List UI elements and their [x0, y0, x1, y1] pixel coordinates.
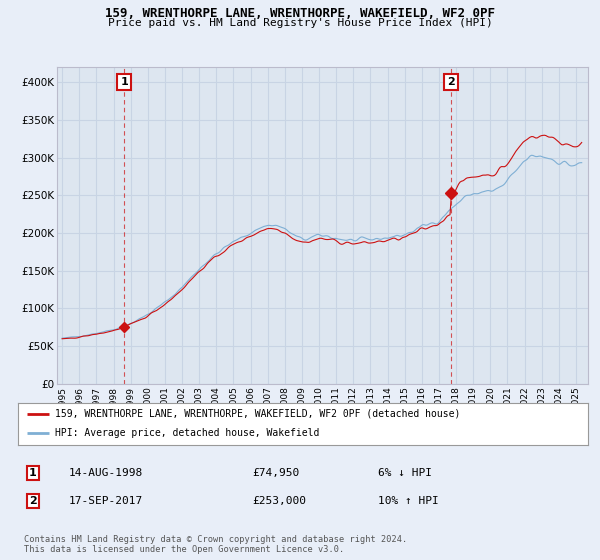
Text: Price paid vs. HM Land Registry's House Price Index (HPI): Price paid vs. HM Land Registry's House …	[107, 18, 493, 28]
Text: Contains HM Land Registry data © Crown copyright and database right 2024.
This d: Contains HM Land Registry data © Crown c…	[24, 535, 407, 554]
Text: 6% ↓ HPI: 6% ↓ HPI	[378, 468, 432, 478]
Text: 2: 2	[29, 496, 37, 506]
Text: 159, WRENTHORPE LANE, WRENTHORPE, WAKEFIELD, WF2 0PF (detached house): 159, WRENTHORPE LANE, WRENTHORPE, WAKEFI…	[55, 409, 460, 419]
Text: 1: 1	[120, 77, 128, 87]
Text: 159, WRENTHORPE LANE, WRENTHORPE, WAKEFIELD, WF2 0PF: 159, WRENTHORPE LANE, WRENTHORPE, WAKEFI…	[105, 7, 495, 20]
Text: £74,950: £74,950	[252, 468, 299, 478]
Text: 14-AUG-1998: 14-AUG-1998	[69, 468, 143, 478]
Text: 2: 2	[447, 77, 455, 87]
Text: £253,000: £253,000	[252, 496, 306, 506]
Text: 17-SEP-2017: 17-SEP-2017	[69, 496, 143, 506]
Text: 1: 1	[29, 468, 37, 478]
Text: 10% ↑ HPI: 10% ↑ HPI	[378, 496, 439, 506]
Text: HPI: Average price, detached house, Wakefield: HPI: Average price, detached house, Wake…	[55, 428, 319, 438]
